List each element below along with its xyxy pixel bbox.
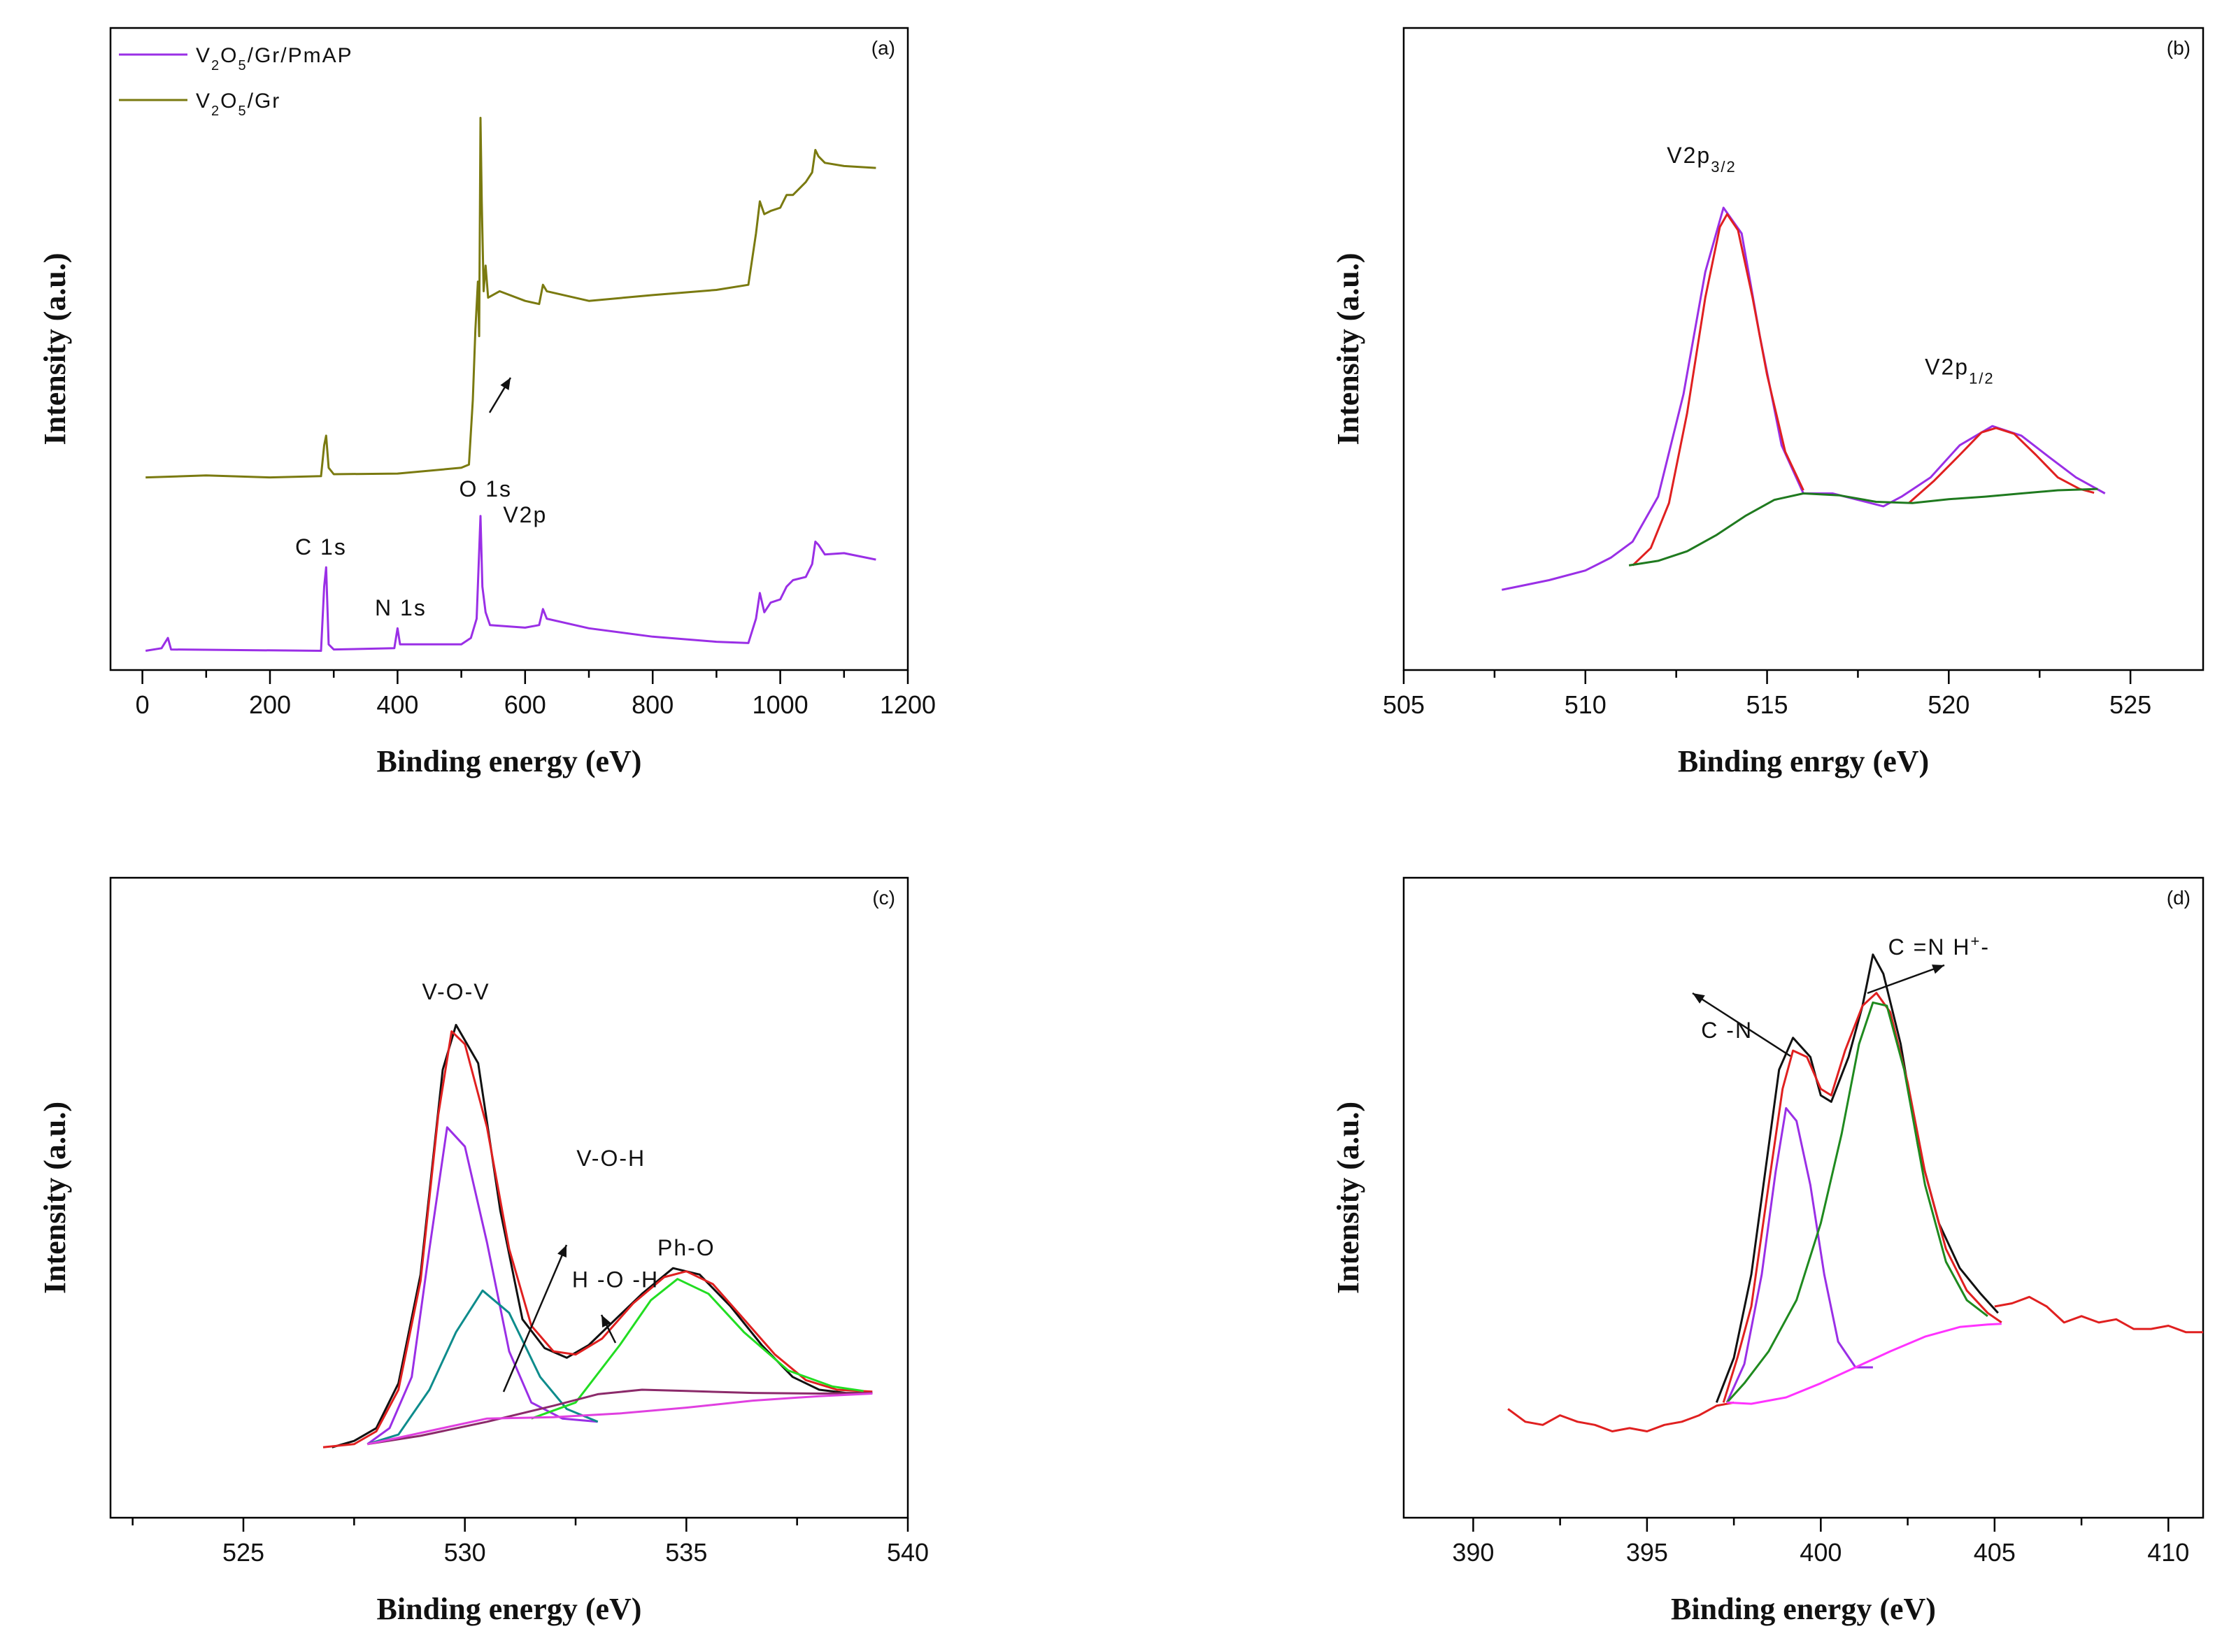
series-line-tail-raw xyxy=(1994,1295,2203,1334)
panel-a: 0 200 400 600 800 1000 1200 Binding energy (eV)… xyxy=(38,27,936,778)
arrow-head xyxy=(500,378,511,390)
panel-label: (c) xyxy=(872,887,895,909)
series-line-v2o5-gr-pmap xyxy=(145,515,876,652)
legend-entry: V2O5/Gr xyxy=(196,90,280,119)
x-tick-label: 520 xyxy=(1928,690,1970,719)
series-line-raw xyxy=(332,1023,873,1448)
arrow-head xyxy=(1932,964,1944,974)
x-tick-label: 405 xyxy=(1974,1538,2016,1567)
series-line-ph-o xyxy=(531,1278,864,1420)
x-axis-title: Binding energy (eV) xyxy=(377,1592,642,1626)
series-line-fit xyxy=(1722,992,2002,1403)
peak-annotation: Ph-O xyxy=(657,1235,715,1260)
series-line-background xyxy=(366,1393,873,1446)
x-tick-label: 400 xyxy=(1800,1538,1842,1567)
series-line-background xyxy=(1628,487,2098,567)
series-line-v2o5-gr xyxy=(145,117,876,479)
peak-annotation: H -O -H xyxy=(572,1267,659,1293)
peak-annotation: V-O-H xyxy=(576,1146,646,1171)
series-line-background-raw xyxy=(1507,1401,1735,1432)
peak-annotation: V-O-V xyxy=(422,979,490,1004)
x-tick-label: 515 xyxy=(1746,690,1788,719)
x-tick-label: 510 xyxy=(1565,690,1607,719)
plot-frame xyxy=(109,876,909,1519)
x-tick-label: 535 xyxy=(665,1538,707,1567)
x-tick-label: 525 xyxy=(2109,690,2151,719)
legend-entry: V2O5/Gr/PmAP xyxy=(196,44,353,73)
x-tick-label: 410 xyxy=(2147,1538,2189,1567)
series-line-h-o-h xyxy=(367,1388,873,1446)
x-tick-label: 200 xyxy=(249,690,291,719)
peak-annotation: O 1s xyxy=(459,476,512,501)
series-line-c-n xyxy=(1725,1106,1873,1403)
y-axis-title: Intensity (a.u.) xyxy=(38,1102,72,1294)
arrow-head xyxy=(601,1315,611,1327)
y-axis-title: Intensity (a.u.) xyxy=(1331,1102,1365,1294)
series-line-v-o-v xyxy=(366,1126,598,1446)
series-line-fit-2 xyxy=(1908,427,2095,504)
series-line-raw xyxy=(1501,206,2106,591)
peak-annotation: C -N xyxy=(1701,1018,1753,1043)
x-tick-label: 390 xyxy=(1452,1538,1494,1567)
panel-label: (a) xyxy=(871,37,895,59)
series-line-fit xyxy=(322,1030,873,1448)
peak-annotation: V2p1/2 xyxy=(1925,355,1995,387)
x-tick-label: 400 xyxy=(376,690,418,719)
x-axis-title: Binding energy (eV) xyxy=(377,744,642,778)
panel-d: 390 395 400 405 410 Binding energy (eV) Intens… xyxy=(1331,876,2205,1626)
panel-b: 505 510 515 520 525 Binding enrgy (eV) Intensi… xyxy=(1331,27,2205,778)
y-axis-title: Intensity (a.u.) xyxy=(1331,252,1365,445)
annotation-arrow xyxy=(1867,964,1945,995)
x-tick-label: 525 xyxy=(222,1538,264,1567)
x-tick-label: 1000 xyxy=(753,690,809,719)
series-line-background xyxy=(1727,1323,2002,1405)
y-axis-title: Intensity (a.u.) xyxy=(38,252,72,445)
x-tick-label: 505 xyxy=(1383,690,1425,719)
x-tick-label: 0 xyxy=(136,690,150,719)
plot-frame xyxy=(1402,27,2205,671)
x-tick-label: 800 xyxy=(632,690,674,719)
series-line-c-nh- xyxy=(1726,1001,1988,1404)
x-axis-title: Binding energy (eV) xyxy=(1671,1592,1936,1626)
panel-c: 525 530 535 540 Binding energy (eV) Intensity… xyxy=(38,876,929,1626)
x-tick-label: 600 xyxy=(504,690,546,719)
plot-frame xyxy=(109,27,909,671)
series-line-fit xyxy=(1632,213,1804,567)
x-tick-label: 530 xyxy=(444,1538,486,1567)
peak-annotation: C =N H+- xyxy=(1888,932,1990,960)
peak-annotation: V2p3/2 xyxy=(1667,143,1737,176)
x-tick-label: 540 xyxy=(887,1538,929,1567)
peak-annotation: N 1s xyxy=(375,595,427,620)
annotation-arrow xyxy=(1692,992,1791,1058)
arrow-head xyxy=(557,1245,567,1258)
peak-annotation: V2p xyxy=(503,502,547,527)
plot-frame xyxy=(1402,876,2205,1519)
peak-annotation: C 1s xyxy=(295,534,347,560)
series-line-v-o-h xyxy=(366,1289,599,1446)
panel-label: (d) xyxy=(2167,887,2191,909)
x-tick-label: 1200 xyxy=(880,690,936,719)
x-axis-title: Binding enrgy (eV) xyxy=(1678,744,1929,778)
x-tick-label: 395 xyxy=(1626,1538,1668,1567)
arrow-head xyxy=(1693,993,1705,1004)
panel-label: (b) xyxy=(2167,37,2191,59)
annotation-arrow xyxy=(502,1244,568,1393)
